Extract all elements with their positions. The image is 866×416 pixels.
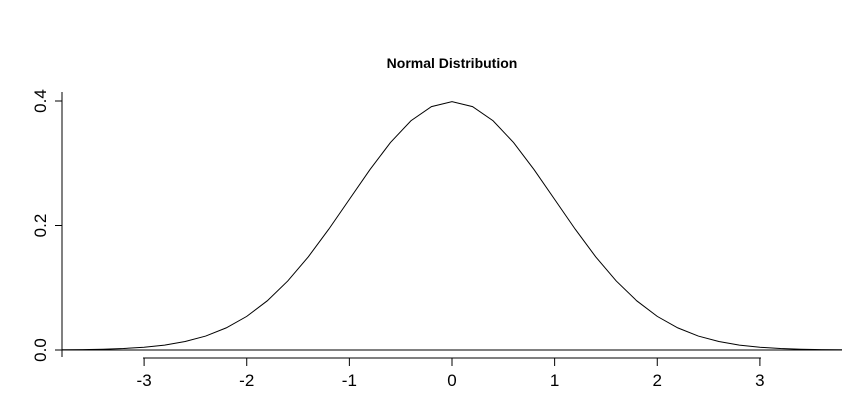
x-tick-label: -2 (239, 371, 254, 390)
x-axis-ticks: -3 -2 -1 0 1 2 3 (137, 358, 765, 390)
y-tick-label: 0.0 (31, 338, 50, 362)
series-layer (61, 101, 843, 351)
x-tick-label: 0 (447, 371, 456, 390)
x-tick-label: 2 (653, 371, 662, 390)
x-tick-label: 3 (755, 371, 764, 390)
density-curve (61, 101, 843, 351)
y-tick-label: 0.2 (31, 214, 50, 238)
x-tick-label: -1 (342, 371, 357, 390)
chart-title: Normal Distribution (387, 55, 518, 71)
x-tick-label: 1 (550, 371, 559, 390)
x-tick-label: -3 (137, 371, 152, 390)
y-axis-ticks: 0.0 0.2 0.4 (31, 89, 62, 362)
y-tick-label: 0.4 (31, 89, 50, 113)
